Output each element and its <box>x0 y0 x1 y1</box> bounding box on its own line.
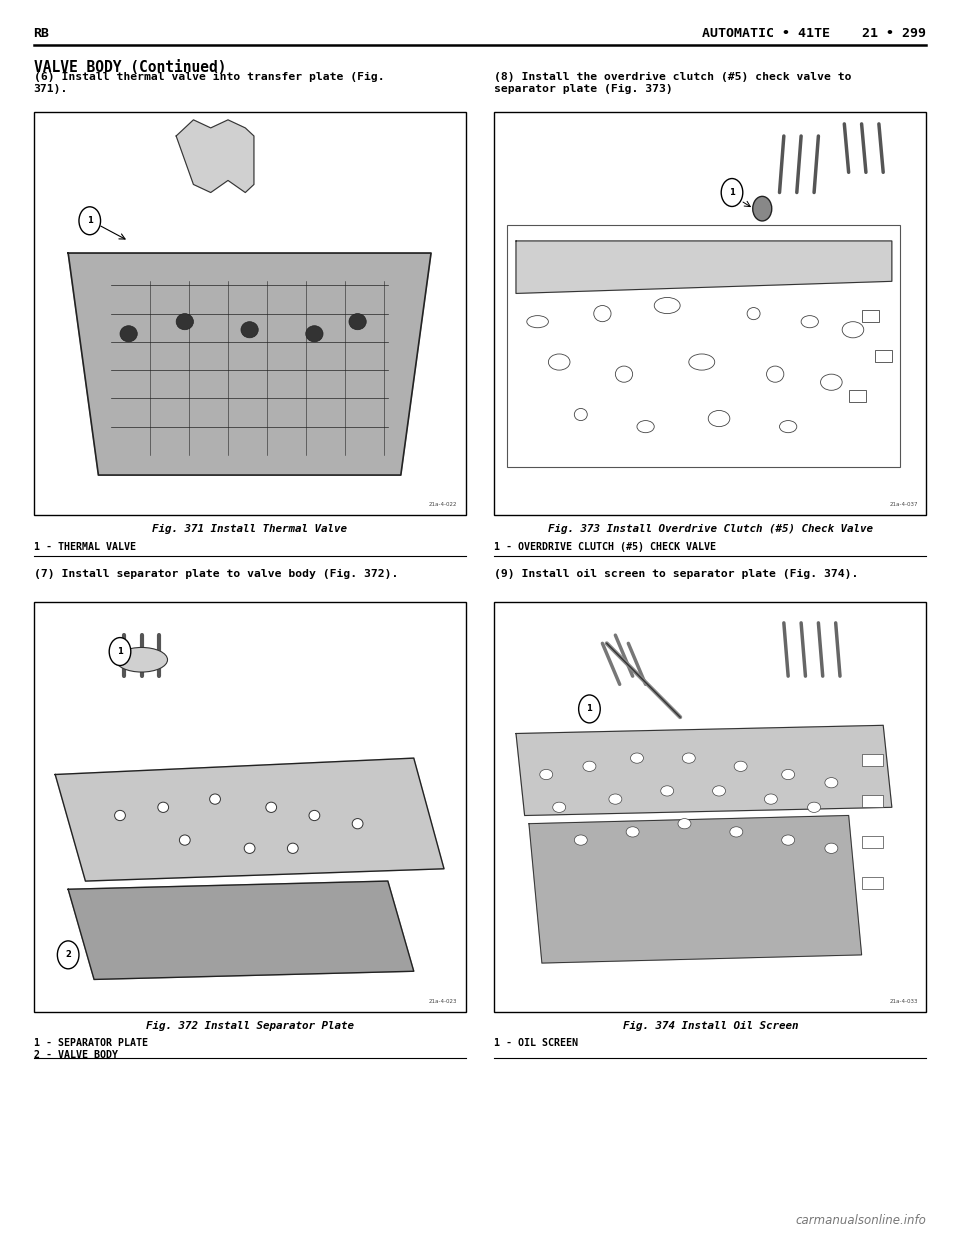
Bar <box>861 309 878 322</box>
Polygon shape <box>68 253 431 476</box>
Ellipse shape <box>631 753 643 764</box>
Bar <box>875 350 892 363</box>
Ellipse shape <box>114 810 126 821</box>
Text: RB: RB <box>34 27 50 40</box>
Text: Fig. 371 Install Thermal Valve: Fig. 371 Install Thermal Valve <box>152 524 348 534</box>
Ellipse shape <box>780 421 797 432</box>
Text: (6) Install thermal valve into transfer plate (Fig.
371).: (6) Install thermal valve into transfer … <box>34 72 384 93</box>
Text: 1 - THERMAL VALVE: 1 - THERMAL VALVE <box>34 542 135 551</box>
Text: 2: 2 <box>65 950 71 959</box>
Ellipse shape <box>764 794 778 805</box>
Polygon shape <box>56 758 444 881</box>
Ellipse shape <box>157 802 169 812</box>
Ellipse shape <box>177 314 193 329</box>
Ellipse shape <box>540 769 553 780</box>
Circle shape <box>58 941 79 969</box>
Ellipse shape <box>309 810 320 821</box>
Bar <box>849 390 866 402</box>
Ellipse shape <box>349 314 366 329</box>
Polygon shape <box>529 816 861 963</box>
Ellipse shape <box>583 761 596 771</box>
Ellipse shape <box>655 298 681 314</box>
Bar <box>861 754 883 766</box>
Text: 21a-4-033: 21a-4-033 <box>889 999 918 1004</box>
Ellipse shape <box>209 794 221 805</box>
Text: 1: 1 <box>729 188 735 197</box>
Ellipse shape <box>553 802 565 812</box>
Ellipse shape <box>730 827 743 837</box>
Text: 21a-4-022: 21a-4-022 <box>428 502 457 508</box>
Bar <box>861 795 883 807</box>
Bar <box>494 112 926 515</box>
Bar <box>861 836 883 848</box>
Ellipse shape <box>683 753 695 764</box>
Ellipse shape <box>574 409 588 421</box>
Text: 1 - OVERDRIVE CLUTCH (#5) CHECK VALVE: 1 - OVERDRIVE CLUTCH (#5) CHECK VALVE <box>494 542 716 551</box>
Ellipse shape <box>287 843 299 853</box>
Ellipse shape <box>734 761 747 771</box>
Ellipse shape <box>527 315 548 328</box>
Text: AUTOMATIC • 41TE    21 • 299: AUTOMATIC • 41TE 21 • 299 <box>703 27 926 40</box>
Ellipse shape <box>637 421 655 432</box>
Polygon shape <box>177 120 253 193</box>
Circle shape <box>79 206 101 235</box>
Text: 1 - SEPARATOR PLATE
2 - VALVE BODY: 1 - SEPARATOR PLATE 2 - VALVE BODY <box>34 1038 148 1059</box>
Ellipse shape <box>266 802 276 812</box>
Bar <box>861 877 883 889</box>
Ellipse shape <box>548 354 570 370</box>
Ellipse shape <box>688 354 714 370</box>
Text: 21a-4-023: 21a-4-023 <box>428 999 457 1004</box>
Circle shape <box>109 637 131 666</box>
Bar <box>494 602 926 1012</box>
Ellipse shape <box>821 374 842 390</box>
Bar <box>34 112 466 515</box>
Ellipse shape <box>712 786 726 796</box>
Ellipse shape <box>609 794 622 805</box>
Ellipse shape <box>842 322 864 338</box>
Text: 1: 1 <box>86 216 93 225</box>
Text: 1 - OIL SCREEN: 1 - OIL SCREEN <box>494 1038 578 1048</box>
Ellipse shape <box>747 308 760 319</box>
Ellipse shape <box>244 843 255 853</box>
Ellipse shape <box>180 835 190 846</box>
Text: (9) Install oil screen to separator plate (Fig. 374).: (9) Install oil screen to separator plat… <box>494 569 859 579</box>
Ellipse shape <box>626 827 639 837</box>
Ellipse shape <box>116 647 167 672</box>
Ellipse shape <box>825 777 838 787</box>
Ellipse shape <box>781 769 795 780</box>
Ellipse shape <box>615 366 633 383</box>
Ellipse shape <box>781 835 795 846</box>
Text: 1: 1 <box>587 704 592 713</box>
Ellipse shape <box>807 802 821 812</box>
Text: Fig. 373 Install Overdrive Clutch (#5) Check Valve: Fig. 373 Install Overdrive Clutch (#5) C… <box>548 524 873 534</box>
Ellipse shape <box>352 818 363 828</box>
Text: VALVE BODY (Continued): VALVE BODY (Continued) <box>34 60 227 75</box>
Text: 21a-4-037: 21a-4-037 <box>889 502 918 508</box>
Polygon shape <box>68 881 414 980</box>
Ellipse shape <box>708 410 730 426</box>
Text: Fig. 372 Install Separator Plate: Fig. 372 Install Separator Plate <box>146 1021 353 1031</box>
Bar <box>34 602 466 1012</box>
Ellipse shape <box>801 315 818 328</box>
Text: (7) Install separator plate to valve body (Fig. 372).: (7) Install separator plate to valve bod… <box>34 569 398 579</box>
Ellipse shape <box>678 818 691 828</box>
Polygon shape <box>516 241 892 293</box>
Polygon shape <box>516 725 892 816</box>
Text: Fig. 374 Install Oil Screen: Fig. 374 Install Oil Screen <box>623 1021 798 1031</box>
Ellipse shape <box>120 325 137 342</box>
Ellipse shape <box>241 322 258 338</box>
Text: carmanualsonline.info: carmanualsonline.info <box>796 1215 926 1227</box>
Ellipse shape <box>767 366 784 383</box>
Ellipse shape <box>306 325 323 342</box>
Circle shape <box>579 696 600 723</box>
Circle shape <box>721 179 743 206</box>
Text: (8) Install the overdrive clutch (#5) check valve to
separator plate (Fig. 373): (8) Install the overdrive clutch (#5) ch… <box>494 72 852 93</box>
Text: 1: 1 <box>117 647 123 656</box>
Ellipse shape <box>574 835 588 846</box>
Ellipse shape <box>825 843 838 853</box>
Ellipse shape <box>593 306 611 322</box>
Ellipse shape <box>660 786 674 796</box>
Circle shape <box>753 196 772 221</box>
